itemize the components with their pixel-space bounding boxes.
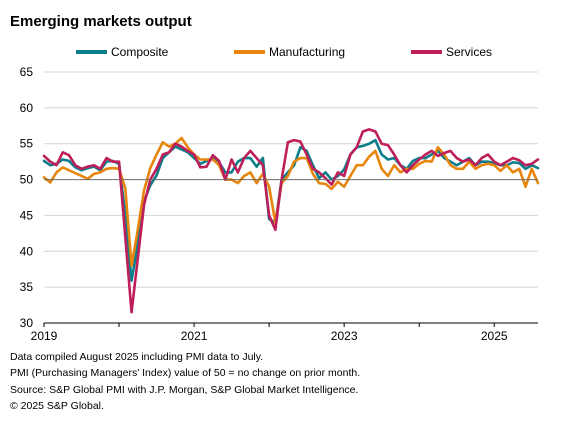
legend: Composite Manufacturing Services <box>0 42 570 62</box>
x-tick-label-2025: 2025 <box>481 329 508 343</box>
y-tick-label-40: 40 <box>20 244 34 258</box>
x-tick-label-2019: 2019 <box>31 329 58 343</box>
legend-label-manufacturing: Manufacturing <box>269 45 346 59</box>
legend-swatch-composite <box>76 50 107 54</box>
footnote-source: Source: S&P Global PMI with J.P. Morgan,… <box>10 383 359 396</box>
x-tick-label-2021: 2021 <box>181 329 208 343</box>
legend-label-services: Services <box>446 45 493 59</box>
y-tick-label-35: 35 <box>20 280 34 294</box>
chart-title: Emerging markets output <box>10 13 192 30</box>
y-tick-label-55: 55 <box>20 137 34 151</box>
legend-swatch-services <box>411 50 442 54</box>
x-tick-label-2023: 2023 <box>331 329 358 343</box>
footnote-data-compiled: Data compiled August 2025 including PMI … <box>10 351 264 363</box>
legend-item-manufacturing: Manufacturing <box>234 42 345 62</box>
series-line-manufacturing <box>42 136 540 267</box>
y-tick-label-30: 30 <box>20 316 34 330</box>
legend-item-services: Services <box>411 42 492 62</box>
footnote-copyright: © 2025 S&P Global. <box>10 400 104 413</box>
y-tick-label-60: 60 <box>20 101 34 115</box>
series-line-services <box>42 128 540 314</box>
y-tick-label-45: 45 <box>20 208 34 222</box>
y-tick-label-65: 65 <box>20 65 34 79</box>
legend-swatch-manufacturing <box>234 50 265 54</box>
footnotes: Data compiled August 2025 including PMI … <box>10 349 360 415</box>
legend-item-composite: Composite <box>76 42 168 62</box>
line-chart: 30 35 40 45 50 55 60 65 2019 2021 2023 2025 <box>20 65 540 343</box>
footnote-pmi-definition: PMI (Purchasing Managers' Index) value o… <box>10 367 361 380</box>
legend-label-composite: Composite <box>111 45 169 59</box>
y-tick-label-50: 50 <box>20 173 34 187</box>
